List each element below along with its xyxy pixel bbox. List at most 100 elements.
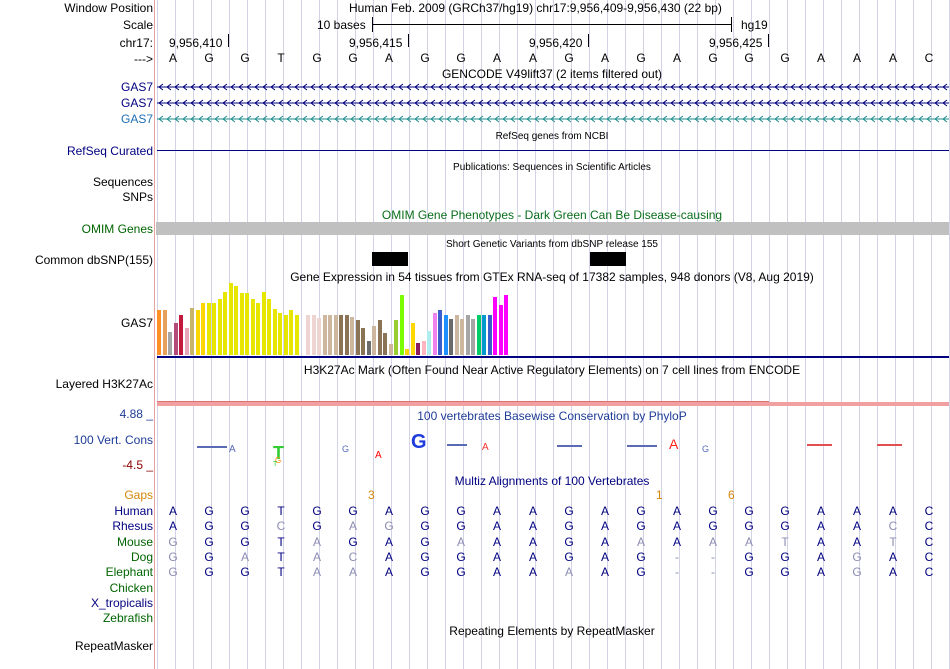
- gtex-tissue-bar[interactable]: [410, 323, 415, 355]
- gencode-transcript-2[interactable]: [157, 98, 949, 108]
- gtex-tissue-bar[interactable]: [454, 315, 459, 355]
- gtex-tissue-bar[interactable]: [201, 303, 205, 355]
- gtex-tissue-bar[interactable]: [421, 341, 426, 355]
- gtex-tissue-bar[interactable]: [482, 315, 486, 355]
- gtex-tissue-bar[interactable]: [217, 299, 222, 355]
- gtex-tissue-bar[interactable]: [438, 310, 442, 355]
- gtex-tissue-bar[interactable]: [228, 283, 233, 355]
- refseq-track-title[interactable]: RefSeq genes from NCBI: [495, 131, 609, 142]
- gtex-tissue-bar[interactable]: [465, 315, 470, 355]
- gtex-tissue-bar[interactable]: [328, 315, 332, 355]
- gtex-tissue-bar[interactable]: [289, 310, 293, 355]
- species-label[interactable]: Human: [114, 504, 153, 518]
- gtex-tissue-bar[interactable]: [361, 328, 365, 355]
- sequences-label[interactable]: Sequences: [92, 175, 153, 189]
- gtex-tissue-bar[interactable]: [223, 292, 227, 355]
- gtex-tissue-bar[interactable]: [261, 292, 266, 355]
- species-label[interactable]: Zebrafish: [102, 611, 153, 626]
- conservation-track-title[interactable]: 100 vertebrates Basewise Conservation by…: [417, 409, 687, 423]
- snp-marker[interactable]: [590, 252, 626, 266]
- gtex-tissue-bar[interactable]: [344, 315, 349, 355]
- gtex-tissue-bar[interactable]: [283, 315, 288, 355]
- gtex-tissue-bar[interactable]: [416, 343, 420, 355]
- snps-label[interactable]: SNPs: [122, 190, 153, 204]
- dbsnp-track-title[interactable]: Short Genetic Variants from dbSNP releas…: [446, 239, 658, 250]
- gtex-tissue-bar[interactable]: [350, 317, 354, 355]
- gtex-tissue-bar[interactable]: [487, 315, 492, 355]
- gtex-tissue-bar[interactable]: [184, 328, 189, 355]
- gtex-tissue-bar[interactable]: [190, 308, 194, 355]
- gtex-tissue-bar[interactable]: [206, 303, 211, 355]
- gtex-tissue-bar[interactable]: [322, 315, 327, 355]
- gtex-tissue-bar[interactable]: [294, 315, 299, 355]
- gtex-tissue-bar[interactable]: [476, 315, 481, 355]
- gtex-tissue-bar[interactable]: [493, 297, 497, 355]
- repeatmasker-track-title[interactable]: Repeating Elements by RepeatMasker: [449, 624, 655, 638]
- gtex-tissue-bar[interactable]: [355, 320, 360, 355]
- gtex-tissue-bar[interactable]: [179, 315, 183, 355]
- gtex-tissue-bar[interactable]: [306, 315, 310, 355]
- gtex-tissue-bar[interactable]: [460, 319, 464, 355]
- gtex-tissue-bar[interactable]: [339, 315, 343, 355]
- omim-phenotype-bar[interactable]: [156, 222, 949, 235]
- gtex-tissue-bar[interactable]: [250, 299, 255, 355]
- gtex-tissue-bar[interactable]: [245, 293, 249, 355]
- species-label[interactable]: Dog: [130, 549, 153, 564]
- gtex-tissue-bar[interactable]: [267, 299, 271, 355]
- omim-genes-label[interactable]: OMIM Genes: [81, 222, 153, 236]
- omim-track-title[interactable]: OMIM Gene Phenotypes - Dark Green Can Be…: [381, 208, 723, 222]
- vert-cons-label[interactable]: 100 Vert. Cons: [73, 433, 153, 447]
- gtex-tissue-bar[interactable]: [311, 315, 316, 355]
- conservation-logo[interactable]: A T G T G A G A A G: [157, 425, 949, 470]
- gtex-tissue-bar[interactable]: [377, 320, 382, 355]
- multiz-track-title[interactable]: Multiz Alignments of 100 Vertebrates: [454, 474, 650, 488]
- gtex-tissue-bar[interactable]: [162, 310, 167, 355]
- repeatmasker-label[interactable]: RepeatMasker: [74, 639, 153, 653]
- gencode-transcript-1[interactable]: [157, 82, 949, 92]
- gtex-tissue-bar[interactable]: [234, 286, 238, 355]
- gtex-tissue-bar[interactable]: [427, 331, 431, 355]
- gtex-tissue-bar[interactable]: [278, 313, 282, 355]
- gencode-transcript-3[interactable]: [157, 114, 949, 124]
- species-label[interactable]: X_tropicalis: [90, 595, 153, 610]
- gtex-tissue-bar[interactable]: [383, 333, 387, 355]
- gtex-tissue-bar[interactable]: [272, 309, 277, 355]
- gtex-tissue-bar[interactable]: [394, 320, 398, 355]
- gtex-tissue-bar[interactable]: [388, 344, 393, 355]
- gtex-tissue-bar[interactable]: [333, 315, 338, 355]
- gtex-tissue-bar[interactable]: [212, 303, 216, 355]
- gtex-tissue-bar[interactable]: [256, 303, 260, 355]
- common-dbsnp-label[interactable]: Common dbSNP(155): [34, 253, 153, 267]
- gtex-tissue-bar[interactable]: [399, 295, 404, 355]
- species-label[interactable]: Elephant: [105, 565, 153, 580]
- gtex-tissue-bar[interactable]: [504, 295, 508, 355]
- gencode-track-title[interactable]: GENCODE V49lift37 (2 items filtered out): [441, 67, 663, 81]
- gtex-track-title[interactable]: Gene Expression in 54 tissues from GTEx …: [290, 270, 814, 284]
- gtex-tissue-bar[interactable]: [432, 313, 437, 355]
- gencode-item-label[interactable]: GAS7: [120, 80, 153, 94]
- gencode-item-label[interactable]: GAS7: [120, 112, 153, 126]
- gtex-tissue-bar[interactable]: [157, 310, 161, 355]
- h3k27ac-track-title[interactable]: H3K27Ac Mark (Often Found Near Active Re…: [303, 363, 801, 377]
- gtex-tissue-bar[interactable]: [317, 318, 321, 355]
- gtex-tissue-bar[interactable]: [168, 332, 172, 355]
- gtex-tissue-bar[interactable]: [405, 349, 409, 355]
- gencode-item-label[interactable]: GAS7: [120, 96, 153, 110]
- gtex-tissue-bar[interactable]: [173, 323, 178, 355]
- gtex-tissue-bar[interactable]: [372, 326, 376, 355]
- layered-h3k27ac-label[interactable]: Layered H3K27Ac: [55, 377, 153, 391]
- species-label[interactable]: Chicken: [109, 580, 153, 595]
- h3k27ac-signal-band[interactable]: [157, 402, 949, 406]
- gtex-tissue-bar[interactable]: [471, 319, 475, 355]
- gtex-tissue-bar[interactable]: [449, 319, 453, 355]
- species-label[interactable]: Mouse: [116, 534, 153, 549]
- gtex-tissue-bar[interactable]: [239, 293, 244, 355]
- gtex-tissue-bar[interactable]: [366, 341, 371, 355]
- species-label[interactable]: Rhesus: [112, 519, 153, 534]
- snp-marker[interactable]: [372, 252, 408, 266]
- refseq-curated-label[interactable]: RefSeq Curated: [66, 144, 153, 158]
- gtex-tissue-bar[interactable]: [195, 310, 200, 355]
- gtex-tissue-bar[interactable]: [443, 315, 448, 355]
- gtex-tissue-bar[interactable]: [498, 305, 503, 355]
- refseq-gene-line[interactable]: [157, 150, 949, 151]
